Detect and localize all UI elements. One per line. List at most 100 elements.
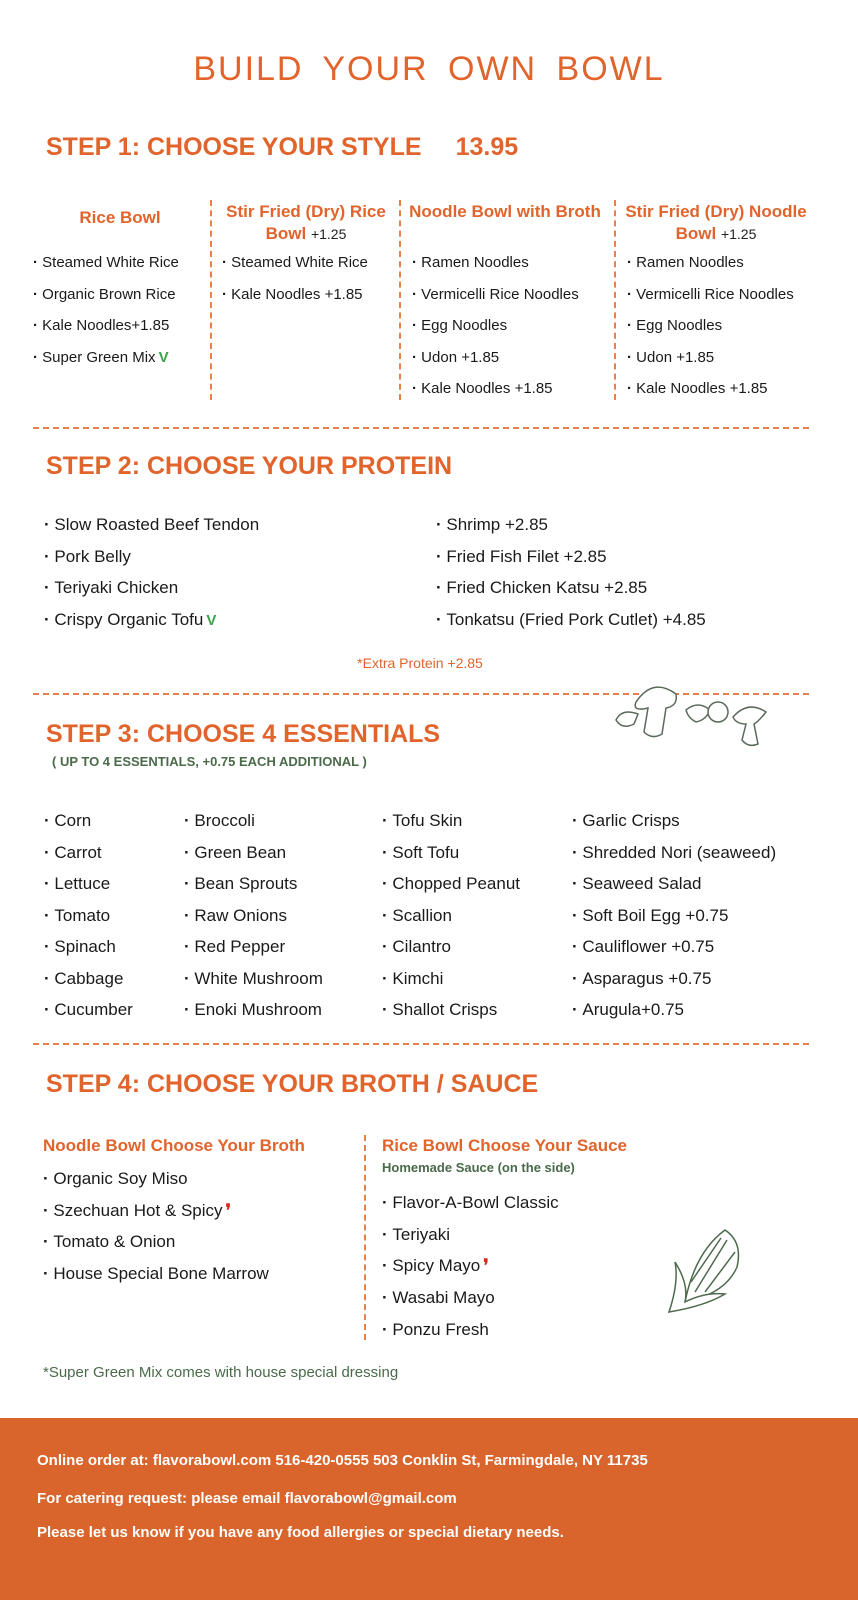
style-name: Rice Bowl [79, 208, 161, 227]
essential-option: Cucumber [44, 1000, 132, 1020]
essential-option: Lettuce [44, 874, 110, 894]
section-divider [33, 427, 809, 429]
essential-option: Kimchi [382, 969, 443, 989]
broth-heading: Noodle Bowl Choose Your Broth [43, 1136, 305, 1155]
corn-illustration-icon [667, 1229, 740, 1313]
essential-option: Chopped Peanut [382, 874, 520, 894]
step4-heading: STEP 4: CHOOSE YOUR BROTH / SAUCE [46, 1070, 539, 1098]
option-label: Steamed White Rice [231, 254, 368, 271]
essential-option: Spinach [44, 937, 115, 957]
option-label: Vermicelli Rice Noodles [421, 285, 579, 303]
option-label: Shrimp +2.85 [446, 515, 548, 534]
option-label: Egg Noodles [421, 317, 508, 334]
section-divider [33, 693, 809, 695]
sauce-option: Teriyaki [382, 1225, 450, 1245]
style-option: Vermicelli Rice Noodles [627, 285, 794, 305]
essential-option: Tofu Skin [382, 811, 462, 831]
sauce-option: Wasabi Mayo [382, 1288, 494, 1308]
broth-option: House Special Bone Marrow [43, 1264, 268, 1284]
essential-option: Carrot [44, 843, 101, 863]
style-name: Stir Fried (Dry) Noodle Bowl [625, 202, 807, 243]
essential-option: Raw Onions [184, 906, 287, 926]
essential-option: Shredded Nori (seaweed) [572, 843, 776, 863]
option-label: Ramen Noodles [636, 254, 744, 271]
style-option: Egg Noodles [412, 316, 507, 336]
broth-option: Organic Soy Miso [43, 1169, 187, 1189]
protein-option: Slow Roasted Beef Tendon [44, 515, 259, 535]
option-label: Super Green Mix [42, 348, 156, 366]
option-label: Kale Noodles+1.85 [42, 317, 170, 334]
chili-pepper-icon: ❜ [483, 1256, 489, 1276]
option-label: Crispy Organic Tofu [54, 609, 204, 629]
option-label: Steamed White Rice [42, 254, 179, 271]
essential-option: Seaweed Salad [572, 874, 701, 894]
footer-contact: Online order at: flavorabowl.com 516-420… [37, 1452, 648, 1469]
protein-option: Fried Fish Filet +2.85 [436, 546, 607, 567]
option-label: Slow Roasted Beef Tendon [54, 515, 260, 534]
option-label: Szechuan Hot & Spicy [53, 1200, 223, 1220]
step3-subtitle: ( UP TO 4 ESSENTIALS, +0.75 EACH ADDITIO… [52, 754, 367, 769]
essential-option: Cilantro [382, 937, 451, 957]
step1-heading: STEP 1: CHOOSE YOUR STYLE 13.95 [46, 133, 518, 162]
sauce-option: Ponzu Fresh [382, 1319, 489, 1340]
style-option: Organic Brown Rice [33, 285, 175, 305]
essential-option: Soft Boil Egg +0.75 [572, 906, 728, 926]
option-label: Udon +1.85 [421, 348, 500, 366]
essential-option: Cabbage [44, 969, 123, 989]
essential-option: Asparagus +0.75 [572, 969, 711, 989]
protein-option: Tonkatsu (Fried Pork Cutlet) +4.85 [436, 609, 706, 630]
style-name: Noodle Bowl with Broth [409, 202, 601, 221]
style-column-heading: Stir Fried (Dry) Rice Bowl +1.25 [206, 201, 406, 245]
divider [210, 200, 212, 400]
sauce-option: Spicy Mayo❜ [382, 1256, 489, 1276]
broth-option: Szechuan Hot & Spicy❜ [43, 1201, 231, 1221]
vegetarian-icon: V [158, 348, 169, 366]
style-option: Egg Noodles [627, 316, 722, 336]
essential-option: Green Bean [184, 843, 286, 863]
broth-option: Tomato & Onion [43, 1232, 175, 1252]
option-label: Tonkatsu (Fried Pork Cutlet) +4.85 [446, 609, 706, 629]
style-column-heading: Stir Fried (Dry) Noodle Bowl +1.25 [616, 201, 816, 245]
style-option: Steamed White Rice [222, 253, 368, 273]
essential-option: Arugula+0.75 [572, 1000, 684, 1020]
option-label: Fried Chicken Katsu +2.85 [446, 578, 648, 597]
mushroom-illustration-icon [615, 686, 768, 747]
option-label: Egg Noodles [636, 317, 723, 334]
protein-option: Fried Chicken Katsu +2.85 [436, 578, 647, 598]
style-option: Kale Noodles+1.85 [33, 316, 169, 336]
essential-option: Enoki Mushroom [184, 1000, 322, 1020]
style-option: Ramen Noodles [412, 253, 529, 273]
base-price: 13.95 [455, 133, 519, 161]
option-label: Flavor-A-Bowl Classic [392, 1193, 559, 1212]
footer-catering: For catering request: please email flavo… [37, 1490, 457, 1507]
protein-option: Teriyaki Chicken [44, 578, 178, 598]
option-label: Teriyaki Chicken [54, 578, 179, 597]
footnote: *Super Green Mix comes with house specia… [43, 1364, 399, 1381]
footer: Online order at: flavorabowl.com 516-420… [0, 1418, 858, 1600]
option-label: Fried Fish Filet +2.85 [446, 546, 607, 566]
divider [364, 1135, 366, 1340]
essential-option: White Mushroom [184, 969, 322, 989]
step2-heading: STEP 2: CHOOSE YOUR PROTEIN [46, 452, 453, 480]
style-option: Udon +1.85 [412, 348, 499, 368]
sauce-option: Flavor-A-Bowl Classic [382, 1193, 559, 1213]
style-option: Udon +1.85 [627, 348, 714, 368]
essential-option: Soft Tofu [382, 843, 459, 863]
style-option: Kale Noodles +1.85 [222, 285, 362, 305]
vegetarian-icon: V [206, 611, 217, 629]
option-label: Kale Noodles +1.85 [421, 380, 553, 397]
option-label: Kale Noodles +1.85 [636, 380, 768, 397]
option-label: Ponzu Fresh [392, 1319, 489, 1339]
option-label: Spicy Mayo [392, 1256, 481, 1276]
option-label: Teriyaki [392, 1224, 451, 1244]
option-label: Ramen Noodles [421, 254, 529, 271]
divider [614, 200, 616, 400]
style-option: Kale Noodles +1.85 [412, 379, 553, 399]
style-name: Stir Fried (Dry) Rice Bowl [226, 202, 386, 243]
protein-option: Pork Belly [44, 547, 131, 567]
option-label: Pork Belly [54, 546, 131, 566]
style-surcharge: +1.25 [310, 226, 347, 242]
essential-option: Cauliflower +0.75 [572, 937, 714, 957]
extra-protein-note: *Extra Protein +2.85 [357, 655, 483, 671]
